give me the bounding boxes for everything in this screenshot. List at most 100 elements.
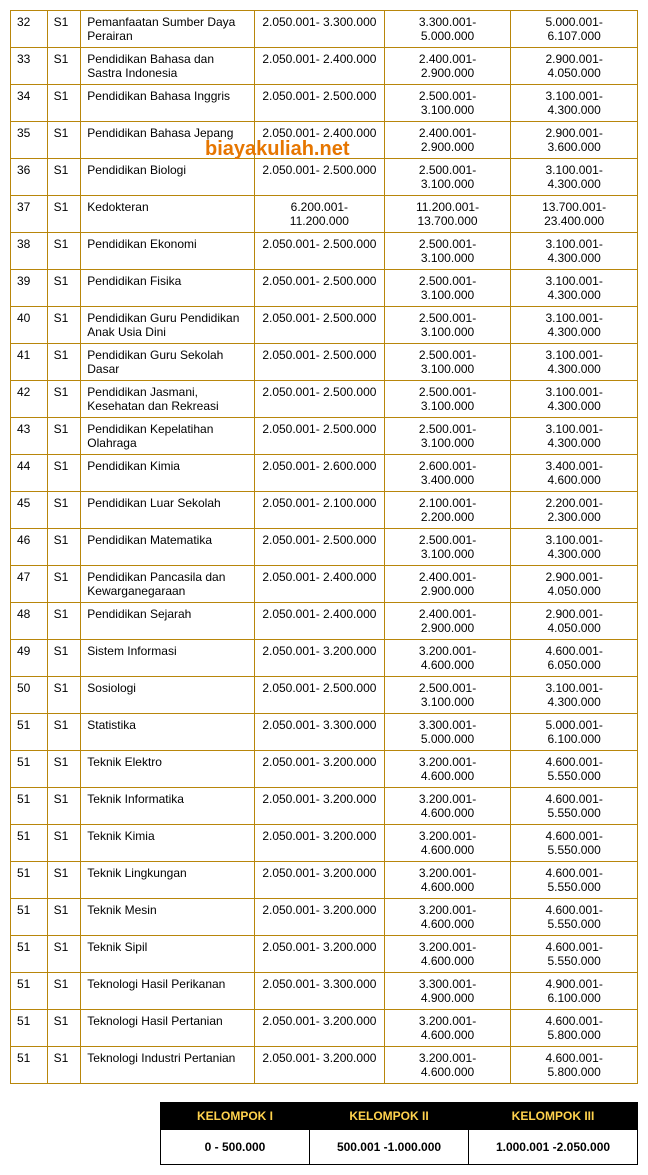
cell-jenjang: S1 [47,862,81,899]
cell-range3: 3.100.001- 4.300.000 [511,529,638,566]
cell-jenjang: S1 [47,640,81,677]
table-row: 33S1Pendidikan Bahasa dan Sastra Indones… [11,48,638,85]
cell-range2: 2.400.001- 2.900.000 [384,122,511,159]
cell-range3: 4.600.001- 6.050.000 [511,640,638,677]
table-row: 42S1Pendidikan Jasmani, Kesehatan dan Re… [11,381,638,418]
cell-no: 51 [11,899,48,936]
cell-prodi: Teknik Informatika [81,788,255,825]
cell-jenjang: S1 [47,159,81,196]
cell-range1: 2.050.001- 2.500.000 [254,270,384,307]
cell-range1: 2.050.001- 3.300.000 [254,11,384,48]
cell-jenjang: S1 [47,529,81,566]
cell-prodi: Statistika [81,714,255,751]
cell-prodi: Teknologi Industri Pertanian [81,1047,255,1084]
cell-jenjang: S1 [47,936,81,973]
cell-jenjang: S1 [47,1010,81,1047]
cell-no: 39 [11,270,48,307]
cell-no: 45 [11,492,48,529]
table-row: 51S1Teknologi Industri Pertanian2.050.00… [11,1047,638,1084]
kelompok-header-3: KELOMPOK III [469,1103,638,1130]
cell-range2: 3.200.001- 4.600.000 [384,862,511,899]
cell-range1: 6.200.001- 11.200.000 [254,196,384,233]
cell-jenjang: S1 [47,566,81,603]
table-row: 34S1Pendidikan Bahasa Inggris2.050.001- … [11,85,638,122]
cell-prodi: Teknologi Hasil Pertanian [81,1010,255,1047]
cell-range2: 2.400.001- 2.900.000 [384,48,511,85]
table-row: 51S1Teknologi Hasil Perikanan2.050.001- … [11,973,638,1010]
table-row: 50S1Sosiologi2.050.001- 2.500.0002.500.0… [11,677,638,714]
cell-no: 51 [11,751,48,788]
cell-jenjang: S1 [47,344,81,381]
cell-range2: 3.200.001- 4.600.000 [384,1047,511,1084]
cell-range2: 2.500.001- 3.100.000 [384,677,511,714]
cell-range3: 4.600.001- 5.550.000 [511,899,638,936]
cell-range3: 4.600.001- 5.550.000 [511,862,638,899]
cell-range3: 4.600.001- 5.550.000 [511,751,638,788]
cell-prodi: Pendidikan Pancasila dan Kewarganegaraan [81,566,255,603]
cell-jenjang: S1 [47,381,81,418]
cell-range3: 3.100.001- 4.300.000 [511,418,638,455]
cell-no: 51 [11,714,48,751]
cell-range3: 3.100.001- 4.300.000 [511,233,638,270]
cell-range3: 13.700.001- 23.400.000 [511,196,638,233]
cell-prodi: Pendidikan Matematika [81,529,255,566]
table-row: 46S1Pendidikan Matematika2.050.001- 2.50… [11,529,638,566]
cell-jenjang: S1 [47,677,81,714]
cell-range2: 2.600.001- 3.400.000 [384,455,511,492]
cell-no: 40 [11,307,48,344]
table-row: 48S1Pendidikan Sejarah2.050.001- 2.400.0… [11,603,638,640]
tuition-table: 32S1Pemanfaatan Sumber Daya Perairan2.05… [10,10,638,1084]
cell-range1: 2.050.001- 2.400.000 [254,603,384,640]
table-row: 45S1Pendidikan Luar Sekolah2.050.001- 2.… [11,492,638,529]
cell-jenjang: S1 [47,307,81,344]
cell-range2: 3.300.001- 4.900.000 [384,973,511,1010]
cell-range1: 2.050.001- 2.500.000 [254,159,384,196]
table-row: 51S1Teknik Lingkungan2.050.001- 3.200.00… [11,862,638,899]
cell-range1: 2.050.001- 2.500.000 [254,307,384,344]
cell-no: 33 [11,48,48,85]
table-row: 51S1Teknologi Hasil Pertanian2.050.001- … [11,1010,638,1047]
cell-range2: 11.200.001- 13.700.000 [384,196,511,233]
cell-jenjang: S1 [47,714,81,751]
table-row: 51S1Teknik Informatika2.050.001- 3.200.0… [11,788,638,825]
cell-range2: 2.500.001- 3.100.000 [384,529,511,566]
cell-range1: 2.050.001- 2.400.000 [254,48,384,85]
cell-jenjang: S1 [47,973,81,1010]
cell-prodi: Pendidikan Ekonomi [81,233,255,270]
cell-range1: 2.050.001- 2.500.000 [254,381,384,418]
cell-no: 42 [11,381,48,418]
cell-range1: 2.050.001- 2.500.000 [254,529,384,566]
cell-prodi: Teknik Mesin [81,899,255,936]
kelompok-value-3: 1.000.001 -2.050.000 [469,1130,638,1165]
cell-range2: 3.200.001- 4.600.000 [384,640,511,677]
cell-range1: 2.050.001- 3.200.000 [254,751,384,788]
table-row: 44S1Pendidikan Kimia2.050.001- 2.600.000… [11,455,638,492]
cell-range1: 2.050.001- 3.200.000 [254,936,384,973]
cell-prodi: Pendidikan Sejarah [81,603,255,640]
cell-prodi: Pendidikan Kepelatihan Olahraga [81,418,255,455]
cell-jenjang: S1 [47,751,81,788]
cell-range1: 2.050.001- 2.500.000 [254,233,384,270]
cell-prodi: Sistem Informasi [81,640,255,677]
cell-range2: 3.200.001- 4.600.000 [384,899,511,936]
cell-range3: 2.200.001- 2.300.000 [511,492,638,529]
cell-range2: 2.400.001- 2.900.000 [384,566,511,603]
table-row: 37S1Kedokteran6.200.001- 11.200.00011.20… [11,196,638,233]
cell-range2: 3.200.001- 4.600.000 [384,936,511,973]
cell-range2: 2.500.001- 3.100.000 [384,233,511,270]
cell-range2: 2.500.001- 3.100.000 [384,381,511,418]
cell-jenjang: S1 [47,418,81,455]
cell-no: 38 [11,233,48,270]
cell-jenjang: S1 [47,122,81,159]
table-row: 32S1Pemanfaatan Sumber Daya Perairan2.05… [11,11,638,48]
table-row: 38S1Pendidikan Ekonomi2.050.001- 2.500.0… [11,233,638,270]
cell-range3: 4.600.001- 5.800.000 [511,1047,638,1084]
cell-no: 37 [11,196,48,233]
cell-prodi: Pemanfaatan Sumber Daya Perairan [81,11,255,48]
cell-range3: 3.400.001- 4.600.000 [511,455,638,492]
cell-no: 50 [11,677,48,714]
cell-range2: 2.500.001- 3.100.000 [384,270,511,307]
cell-range3: 3.100.001- 4.300.000 [511,381,638,418]
cell-range3: 3.100.001- 4.300.000 [511,344,638,381]
cell-range1: 2.050.001- 2.500.000 [254,418,384,455]
